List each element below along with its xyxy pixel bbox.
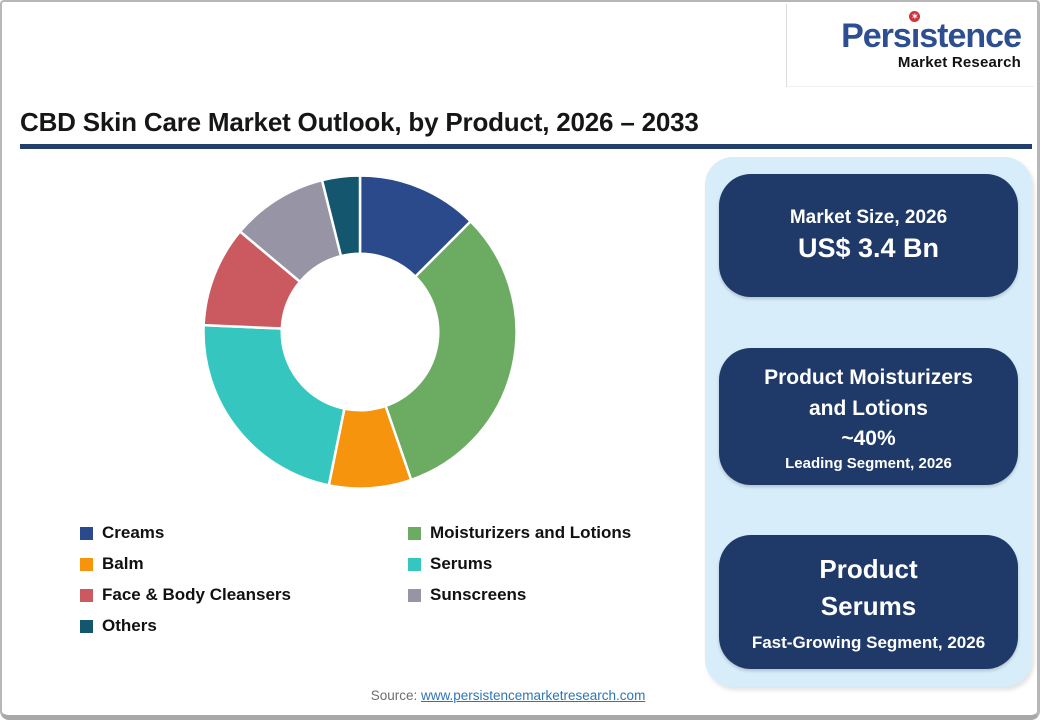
logo-text-pre: Pers bbox=[841, 17, 912, 55]
fast-growing-segment-card: Product Serums Fast-Growing Segment, 202… bbox=[719, 535, 1018, 669]
donut-segment-others bbox=[320, 174, 362, 258]
legend-label: Creams bbox=[102, 523, 165, 542]
leading-segment-card: Product Moisturizers and Lotions ~40% Le… bbox=[719, 348, 1018, 485]
legend-item: Moisturizers and Lotions bbox=[408, 523, 631, 543]
legend-item: Others bbox=[80, 616, 408, 636]
fast-growing-segment-title: Product Serums bbox=[819, 554, 918, 621]
legend-swatch bbox=[80, 526, 93, 540]
legend-item: Balm bbox=[80, 554, 408, 574]
chart-legend: Creams Moisturizers and Lotions Balm Serums… bbox=[80, 523, 631, 636]
legend-swatch bbox=[80, 557, 93, 571]
market-size-title: Market Size, 2026 bbox=[789, 207, 948, 228]
legend-swatch bbox=[408, 557, 421, 571]
donut-segment-moisturizers-and-lotions bbox=[384, 220, 518, 482]
market-size-card: Market Size, 2026 US$ 3.4 Bn bbox=[719, 174, 1018, 297]
legend-label: Serums bbox=[430, 554, 493, 573]
leading-segment-value: ~40% bbox=[841, 426, 896, 450]
legend-label: Balm bbox=[102, 554, 144, 573]
fast-growing-segment-caption: Fast-Growing Segment, 2026 bbox=[751, 633, 986, 652]
logo-wordmark: Persıstence bbox=[841, 11, 1022, 55]
logo-subtitle: Market Research bbox=[897, 54, 1021, 71]
page-title: CBD Skin Care Market Outlook, by Product… bbox=[20, 107, 699, 137]
source-label: Source: bbox=[370, 688, 418, 703]
legend-item: Sunscreens bbox=[408, 585, 631, 605]
leading-segment-title: Product Moisturizers and Lotions bbox=[764, 365, 973, 420]
legend-swatch bbox=[408, 526, 421, 540]
logo-star-icon bbox=[908, 11, 920, 22]
legend-swatch bbox=[408, 588, 421, 602]
logo-letter-i: ı bbox=[908, 11, 920, 53]
legend-label: Face & Body Cleansers bbox=[102, 585, 291, 604]
source-link[interactable]: www.persistencemarketresearch.com bbox=[420, 688, 646, 703]
donut-chart bbox=[202, 174, 518, 490]
legend-label: Moisturizers and Lotions bbox=[430, 523, 632, 542]
legend-item: Serums bbox=[408, 554, 631, 574]
leading-segment-caption: Leading Segment, 2026 bbox=[785, 454, 952, 472]
highlights-panel: Market Size, 2026 US$ 3.4 Bn Product Moi… bbox=[705, 157, 1032, 687]
legend-item: Creams bbox=[80, 523, 408, 543]
logo: Persıstence Market Research bbox=[786, 4, 1034, 87]
title-divider bbox=[20, 144, 1032, 149]
donut-segment-serums bbox=[202, 323, 346, 487]
logo-text-post: stence bbox=[919, 17, 1022, 55]
legend-item: Face & Body Cleansers bbox=[80, 585, 408, 605]
legend-swatch bbox=[80, 588, 93, 602]
legend-label: Sunscreens bbox=[430, 585, 527, 604]
legend-swatch bbox=[80, 619, 93, 633]
market-size-value: US$ 3.4 Bn bbox=[797, 233, 940, 263]
legend-label: Others bbox=[102, 616, 157, 635]
source-note: Source: www.persistencemarketresearch.co… bbox=[2, 688, 1014, 703]
